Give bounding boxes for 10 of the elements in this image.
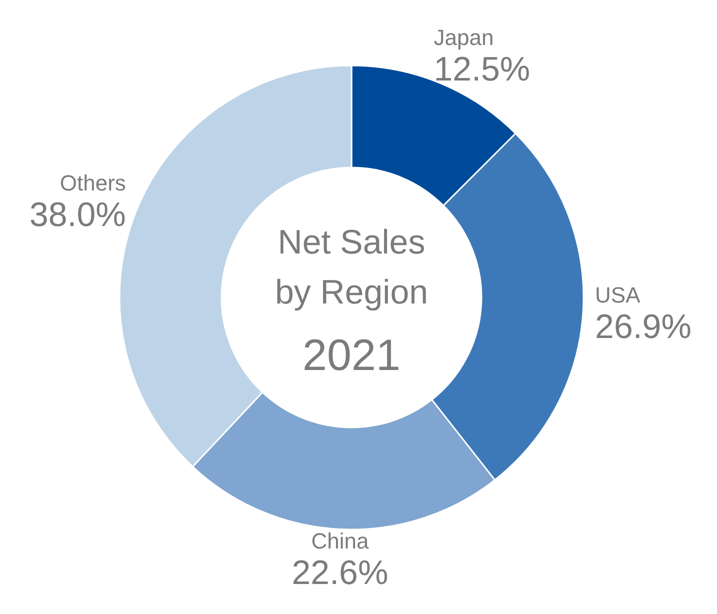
data-label: 12.5%: [434, 50, 530, 88]
slice-label: USA: [595, 282, 641, 308]
data-label: 26.9%: [595, 308, 692, 346]
text: 2021: [302, 331, 400, 380]
data-label: 38.0%: [29, 196, 126, 234]
slice-label: Others: [60, 170, 126, 196]
slice-label: China: [311, 528, 370, 554]
data-label: 22.6%: [292, 554, 388, 592]
text: Net Sales by Region: [274, 224, 428, 312]
slice-label: Japan: [434, 24, 494, 50]
